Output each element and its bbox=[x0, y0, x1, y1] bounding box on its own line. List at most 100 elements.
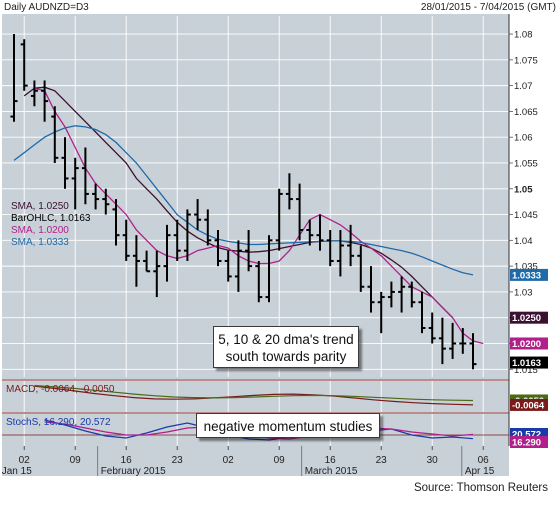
ohlc-bar bbox=[449, 322, 457, 359]
x-tick-label: 16 bbox=[325, 455, 337, 466]
ohlc-bar bbox=[214, 230, 222, 267]
ohlc-bar bbox=[61, 137, 69, 189]
ohlc-bar bbox=[81, 147, 89, 205]
y-tick-label: 1.055 bbox=[514, 158, 538, 169]
x-tick-label: 02 bbox=[19, 455, 31, 466]
macd-line bbox=[34, 384, 474, 402]
ohlc-bar bbox=[336, 230, 344, 277]
axis-panel bbox=[509, 14, 558, 446]
date-range: 28/01/2015 - 7/04/2015 (GMT) bbox=[421, 2, 556, 13]
month-label: March 2015 bbox=[305, 466, 358, 477]
trend-callout-line2: south towards parity bbox=[225, 349, 347, 364]
ohlc-bar bbox=[255, 260, 263, 303]
stoch-title: StochS, 16.290, 20.572 bbox=[6, 417, 111, 428]
ohlc-bar bbox=[398, 276, 406, 313]
svg-text:1.0333: 1.0333 bbox=[512, 270, 541, 281]
svg-text:20.572: 20.572 bbox=[512, 430, 541, 441]
y-tick-label: 1.065 bbox=[514, 107, 538, 118]
ohlc-bar bbox=[316, 214, 324, 251]
ohlc-bar bbox=[132, 235, 140, 287]
macd-title: MACD, -0.0064, -0.0050 bbox=[6, 384, 115, 395]
main-panel bbox=[2, 14, 509, 379]
ohlc-bar bbox=[143, 250, 151, 273]
instrument-title: Daily AUDNZD=D3 bbox=[4, 2, 89, 13]
ohlc-bar bbox=[469, 333, 477, 370]
x-tick-label: 30 bbox=[427, 455, 439, 466]
ohlc-bar bbox=[153, 250, 161, 298]
x-tick-label: 23 bbox=[172, 455, 184, 466]
momentum-callout-text: negative momentum studies bbox=[203, 419, 373, 434]
axis-value-label: 1.0163 bbox=[510, 356, 548, 369]
ohlc-bar bbox=[265, 235, 273, 303]
ohlc-bar bbox=[377, 291, 385, 334]
y-tick-label: 1.015 bbox=[514, 365, 538, 376]
ohlc-bar bbox=[224, 250, 232, 282]
ohlc-bar bbox=[296, 183, 304, 241]
ohlc-bar bbox=[387, 281, 395, 308]
svg-text:16.290: 16.290 bbox=[512, 438, 541, 449]
ohlc-bar bbox=[183, 209, 191, 261]
ohlc-bar bbox=[408, 281, 416, 308]
legend-barohlc: BarOHLC, 1.0163 bbox=[11, 213, 91, 224]
stoch-line bbox=[44, 419, 474, 441]
ohlc-bar bbox=[459, 328, 467, 354]
ohlc-bar bbox=[41, 80, 49, 122]
legend-sma-dark: SMA, 1.0250 bbox=[11, 201, 69, 212]
x-tick-label: 23 bbox=[376, 455, 388, 466]
svg-text:-0.0064: -0.0064 bbox=[512, 400, 545, 411]
ohlc-bar bbox=[173, 219, 181, 261]
ohlc-bar bbox=[10, 34, 18, 122]
axis-value-label: 16.290 bbox=[510, 436, 548, 449]
ohlc-bar bbox=[326, 230, 334, 267]
ohlc-bar bbox=[347, 224, 355, 267]
legend-sma-magenta: SMA, 1.0200 bbox=[11, 225, 69, 236]
ohlc-bar bbox=[438, 317, 446, 365]
svg-text:1.0163: 1.0163 bbox=[512, 358, 541, 369]
month-label: February 2015 bbox=[101, 466, 166, 477]
y-tick-label: 1.075 bbox=[514, 55, 538, 66]
legend-sma-blue: SMA, 1.0333 bbox=[11, 237, 69, 248]
x-tick-label: 09 bbox=[274, 455, 286, 466]
y-tick-label: 1.03 bbox=[514, 287, 533, 298]
ohlc-bar bbox=[20, 39, 28, 91]
month-label: Apr 15 bbox=[465, 466, 495, 477]
y-tick-label: 1.05 bbox=[514, 184, 533, 195]
macd-line bbox=[34, 385, 474, 406]
axis-value-label: 1.0200 bbox=[510, 337, 548, 350]
x-tick-label: 06 bbox=[478, 455, 490, 466]
momentum-callout: negative momentum studies bbox=[196, 413, 380, 438]
ohlc-bar bbox=[122, 219, 130, 261]
ohlc-bar bbox=[204, 209, 212, 246]
x-tick-label: 02 bbox=[223, 455, 235, 466]
axis-value-label: -0.0064 bbox=[510, 398, 548, 411]
ohlc-bar bbox=[367, 266, 375, 313]
ohlc-bar bbox=[285, 173, 293, 210]
svg-text:1.0200: 1.0200 bbox=[512, 339, 541, 350]
y-tick-label: 1.045 bbox=[514, 210, 538, 221]
source-credit: Source: Thomson Reuters bbox=[413, 482, 548, 494]
y-tick-label: 1.08 bbox=[514, 30, 533, 41]
axis-value-label: 1.0250 bbox=[510, 311, 548, 324]
ohlc-bar bbox=[428, 312, 436, 344]
month-label: Jan 15 bbox=[2, 466, 32, 477]
ohlc-bar bbox=[71, 157, 79, 210]
legend: SMA, 1.0250 BarOHLC, 1.0163 SMA, 1.0200 … bbox=[11, 201, 91, 248]
ohlc-bar bbox=[194, 199, 202, 231]
trend-callout-line1: 5, 10 & 20 dma's trend bbox=[218, 332, 354, 347]
ohlc-bar bbox=[92, 183, 100, 210]
ohlc-bar bbox=[357, 245, 365, 292]
ohlc-bar bbox=[163, 224, 171, 282]
trend-callout: 5, 10 & 20 dma's trend south towards par… bbox=[213, 326, 359, 368]
y-tick-label: 1.04 bbox=[514, 236, 533, 247]
ohlc-bar bbox=[418, 291, 426, 334]
ohlc-bar bbox=[306, 219, 314, 246]
ohlc-bar bbox=[275, 188, 283, 251]
ohlc-bar bbox=[51, 106, 59, 163]
ohlc-bar bbox=[102, 188, 110, 215]
ohlc-bar bbox=[112, 199, 120, 246]
y-tick-label: 1.06 bbox=[514, 133, 533, 144]
sma-line bbox=[13, 125, 474, 276]
y-tick-label: 1.07 bbox=[514, 81, 533, 92]
